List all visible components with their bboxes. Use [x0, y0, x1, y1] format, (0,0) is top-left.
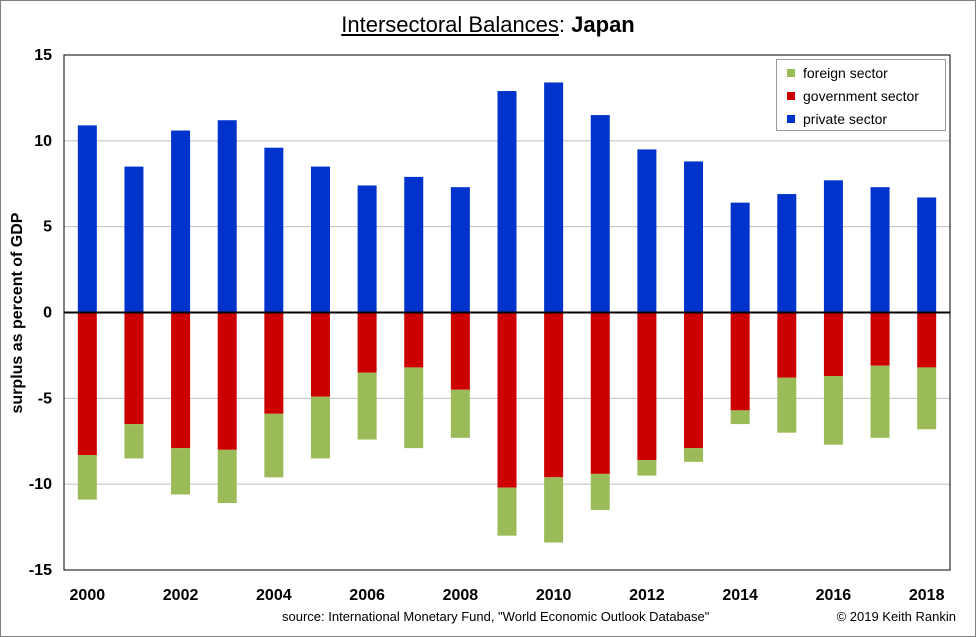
- title-main: Intersectoral Balances: [341, 12, 559, 37]
- y-axis-label: surplus as percent of GDP: [9, 212, 26, 414]
- legend-label-government: government sector: [803, 88, 919, 104]
- x-tick-label: 2006: [349, 587, 385, 604]
- y-tick-label: -15: [29, 562, 52, 579]
- bar-foreign-2004: [264, 413, 284, 478]
- bar-government-2010: [544, 312, 564, 478]
- x-tick-label: 2016: [816, 587, 852, 604]
- bar-private-2016: [823, 180, 843, 313]
- bar-government-2015: [777, 312, 797, 378]
- bar-private-2008: [450, 187, 470, 313]
- bar-private-2001: [124, 166, 144, 313]
- bar-private-2002: [171, 130, 191, 313]
- bar-private-2015: [777, 194, 797, 313]
- bar-private-2009: [497, 91, 517, 313]
- x-tick-label: 2004: [256, 587, 292, 604]
- bar-foreign-2001: [124, 424, 144, 459]
- bar-government-2012: [637, 312, 657, 461]
- bar-private-2012: [637, 149, 657, 313]
- y-tick-label: -10: [29, 476, 52, 493]
- bar-foreign-2009: [497, 487, 517, 536]
- bar-private-2000: [77, 125, 97, 313]
- x-tick-label: 2010: [536, 587, 572, 604]
- bar-private-2003: [217, 120, 237, 313]
- y-tick-label: 15: [34, 47, 52, 64]
- x-tick-label: 2008: [443, 587, 479, 604]
- chart-title: Intersectoral Balances: Japan: [0, 12, 976, 38]
- bar-government-2003: [217, 312, 237, 450]
- bar-foreign-2016: [823, 376, 843, 445]
- legend-label-foreign: foreign sector: [803, 65, 888, 81]
- bar-private-2013: [684, 161, 704, 313]
- bar-government-2016: [823, 312, 843, 377]
- y-tick-label: 10: [34, 133, 52, 150]
- bar-foreign-2013: [684, 448, 704, 462]
- bar-private-2011: [590, 115, 610, 313]
- copyright-note: © 2019 Keith Rankin: [836, 609, 956, 624]
- bar-foreign-2018: [917, 367, 937, 430]
- bar-government-2011: [590, 312, 610, 474]
- bar-private-2010: [544, 82, 564, 313]
- bar-private-2006: [357, 185, 377, 313]
- x-tick-label: 2018: [909, 587, 945, 604]
- bar-government-2005: [310, 312, 330, 397]
- bar-government-2007: [404, 312, 424, 368]
- bar-foreign-2005: [310, 396, 330, 459]
- bar-foreign-2002: [171, 448, 191, 495]
- bar-private-2005: [310, 166, 330, 313]
- bar-government-2017: [870, 312, 890, 366]
- title-country: Japan: [571, 12, 635, 37]
- bar-foreign-2010: [544, 477, 564, 543]
- legend-item-government: government sector: [787, 86, 919, 106]
- bar-government-2013: [684, 312, 704, 449]
- legend-label-private: private sector: [803, 111, 888, 127]
- bar-foreign-2003: [217, 449, 237, 504]
- source-note: source: International Monetary Fund, "Wo…: [282, 609, 710, 624]
- bar-foreign-2008: [450, 389, 470, 438]
- bar-foreign-2017: [870, 365, 890, 438]
- x-tick-label: 2000: [70, 587, 106, 604]
- y-tick-label: 0: [43, 305, 52, 322]
- bar-private-2018: [917, 197, 937, 313]
- legend-swatch-foreign: [787, 69, 795, 77]
- legend-swatch-government: [787, 92, 795, 100]
- bar-private-2004: [264, 147, 284, 313]
- bar-government-2018: [917, 312, 937, 368]
- bar-private-2007: [404, 176, 424, 313]
- bar-government-2008: [450, 312, 470, 390]
- bar-government-2002: [171, 312, 191, 449]
- legend-swatch-private: [787, 115, 795, 123]
- bar-government-2001: [124, 312, 144, 425]
- bar-foreign-2000: [77, 454, 97, 500]
- bar-foreign-2012: [637, 460, 657, 476]
- bar-government-2000: [77, 312, 97, 455]
- bar-foreign-2007: [404, 367, 424, 449]
- legend-item-private: private sector: [787, 109, 887, 129]
- y-tick-label: -5: [38, 390, 52, 407]
- bar-government-2004: [264, 312, 284, 414]
- bar-government-2009: [497, 312, 517, 488]
- title-separator: :: [558, 12, 572, 37]
- bar-government-2014: [730, 312, 750, 411]
- legend-item-foreign: foreign sector: [787, 63, 888, 83]
- bar-private-2017: [870, 187, 890, 313]
- x-tick-label: 2014: [722, 587, 758, 604]
- legend: foreign sector government sector private…: [776, 59, 946, 131]
- bar-foreign-2015: [777, 377, 797, 433]
- bar-government-2006: [357, 312, 377, 373]
- x-tick-label: 2002: [163, 587, 199, 604]
- bar-foreign-2014: [730, 410, 750, 425]
- bar-foreign-2011: [590, 473, 610, 510]
- x-tick-label: 2012: [629, 587, 665, 604]
- bar-private-2014: [730, 202, 750, 313]
- y-tick-label: 5: [43, 219, 52, 236]
- bar-foreign-2006: [357, 372, 377, 440]
